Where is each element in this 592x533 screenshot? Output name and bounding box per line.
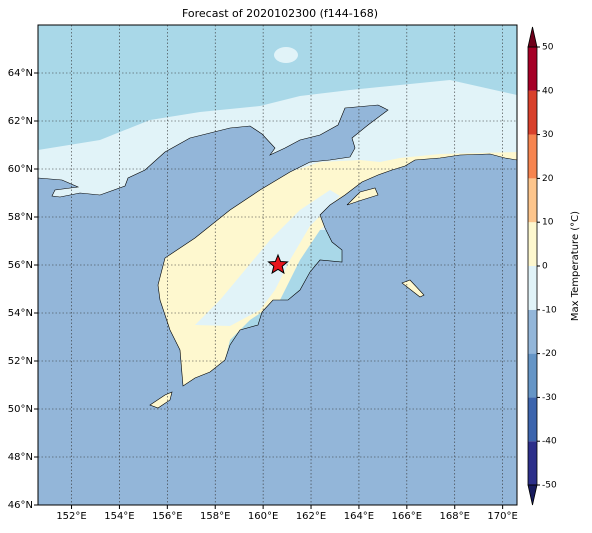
- x-tick-label: 168°E: [440, 511, 470, 522]
- y-tick-label: 56°N: [8, 260, 33, 271]
- y-tick-label: 60°N: [8, 164, 33, 175]
- colorbar-band: [528, 47, 537, 91]
- colorbar-band: [528, 222, 537, 266]
- colorbar-band: [528, 178, 537, 223]
- y-tick-label: 64°N: [8, 68, 33, 79]
- colorbar: -50 -40 -30 -20 -10 0 10 20 30 40 50: [527, 26, 557, 506]
- y-tick-label: 48°N: [8, 452, 33, 463]
- x-tick-label: 166°E: [392, 511, 422, 522]
- colorbar-band: [528, 309, 537, 354]
- colorbar-band: [528, 397, 537, 442]
- colorbar-tick-label: -40: [542, 437, 557, 447]
- colorbar-tick-label: 10: [542, 218, 554, 228]
- colorbar-extend-over: [527, 26, 538, 48]
- coastline: [38, 104, 517, 387]
- x-tick-label: 162°E: [296, 511, 326, 522]
- y-tick-label: 46°N: [8, 500, 33, 511]
- colorbar-band: [528, 441, 537, 485]
- y-tick-label: 58°N: [8, 212, 33, 223]
- y-tick-label: 52°N: [8, 356, 33, 367]
- x-tick-label: 152°E: [56, 511, 86, 522]
- y-tick-label: 50°N: [8, 404, 33, 415]
- x-tick-label: 158°E: [200, 511, 230, 522]
- location-star: [267, 253, 289, 275]
- x-tick-label: 160°E: [248, 511, 278, 522]
- colorbar-band: [528, 266, 537, 310]
- colorbar-extend-under: [527, 484, 538, 506]
- y-tick-label: 54°N: [8, 308, 33, 319]
- x-tick-label: 170°E: [487, 511, 517, 522]
- colorbar-tick-label: 0: [542, 262, 548, 272]
- x-tick-label: 164°E: [344, 511, 374, 522]
- colorbar-tick-label: -10: [542, 305, 557, 315]
- colorbar-tick-label: 20: [542, 174, 554, 184]
- colorbar-band: [528, 90, 537, 135]
- colorbar-tick-label: -20: [542, 349, 557, 359]
- cool-region: [195, 190, 340, 326]
- map-title: Forecast of 2020102300 (f144-168): [182, 7, 378, 20]
- colorbar-tick-label: -30: [542, 393, 557, 403]
- colorbar-tick-label: 30: [542, 130, 554, 140]
- warm-region: [140, 152, 517, 386]
- grid: [38, 25, 517, 505]
- colorbar-band: [528, 353, 537, 398]
- colorbar-tick-label: -50: [542, 481, 557, 491]
- x-tick-label: 154°E: [104, 511, 134, 522]
- y-tick-label: 62°N: [8, 116, 33, 127]
- map-area: [38, 25, 517, 505]
- x-tick-label: 156°E: [152, 511, 182, 522]
- island: [346, 187, 379, 206]
- island: [401, 279, 425, 298]
- colorbar-tick-label: 50: [542, 43, 554, 53]
- colorbar-label: Max Temperature (°C): [570, 211, 581, 321]
- cool-region: [274, 47, 298, 63]
- island: [149, 391, 173, 409]
- colorbar-tick-label: 40: [542, 86, 554, 96]
- colorbar-band: [528, 134, 537, 179]
